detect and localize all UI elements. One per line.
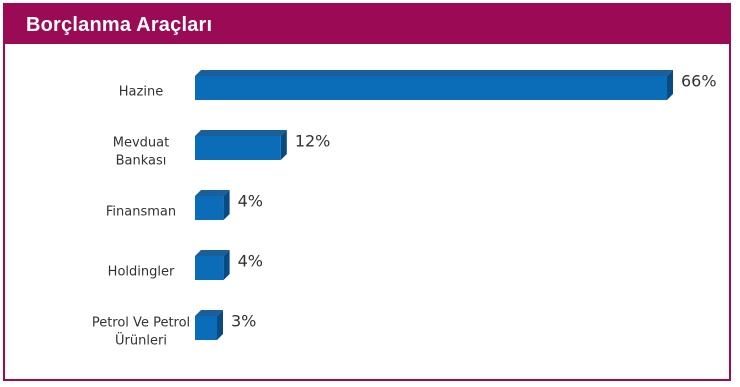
bar <box>195 76 667 100</box>
bar-side-face <box>217 310 223 340</box>
category-label: Finansman <box>106 205 176 220</box>
bar <box>195 256 224 280</box>
data-label: 12% <box>295 132 331 151</box>
data-label: 4% <box>238 192 263 211</box>
category-label: Bankası <box>116 154 167 169</box>
data-label: 4% <box>238 252 263 271</box>
bar-side-face <box>223 190 230 220</box>
bar-chart: 66% Hazine 12% Mevduat Bankası 4% Finansman 4% H… <box>92 70 717 349</box>
data-label: 66% <box>681 72 717 91</box>
chart-panel: Borçlanma Araçları 66% Hazine 12% Mevduat Ba… <box>3 3 731 381</box>
category-label: Holdingler <box>108 265 175 280</box>
bar-side-face <box>667 70 673 100</box>
data-label: 3% <box>231 312 256 331</box>
bar-top-face <box>195 130 287 136</box>
bar-side-face <box>280 130 287 160</box>
bar <box>195 136 281 160</box>
chart-title: Borçlanma Araçları <box>26 14 213 36</box>
bar-top-face <box>195 70 673 76</box>
bar-side-face <box>223 250 230 280</box>
bar-top-face <box>195 250 230 256</box>
category-label: Ürünleri <box>115 332 167 349</box>
chart-header: Borçlanma Araçları <box>5 5 729 44</box>
category-label: Hazine <box>119 85 163 100</box>
bar <box>195 196 224 220</box>
bar <box>195 316 217 340</box>
category-label: Mevduat <box>113 136 169 151</box>
bar-top-face <box>195 190 230 196</box>
bar-top-face <box>195 310 223 316</box>
category-label: Petrol Ve Petrol <box>92 316 190 331</box>
